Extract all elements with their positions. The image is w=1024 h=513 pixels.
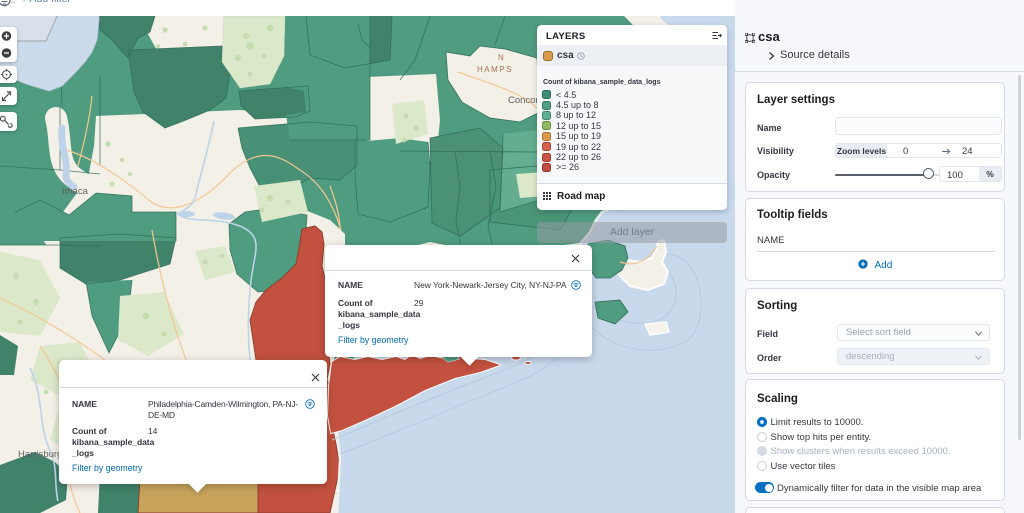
svg-text:Harrisburg: Harrisburg — [18, 449, 62, 460]
svg-text:N: N — [498, 53, 505, 62]
svg-text:HAMPS: HAMPS — [477, 65, 513, 74]
svg-text:Concord: Concord — [508, 95, 544, 106]
svg-text:Ithaca: Ithaca — [62, 186, 89, 197]
